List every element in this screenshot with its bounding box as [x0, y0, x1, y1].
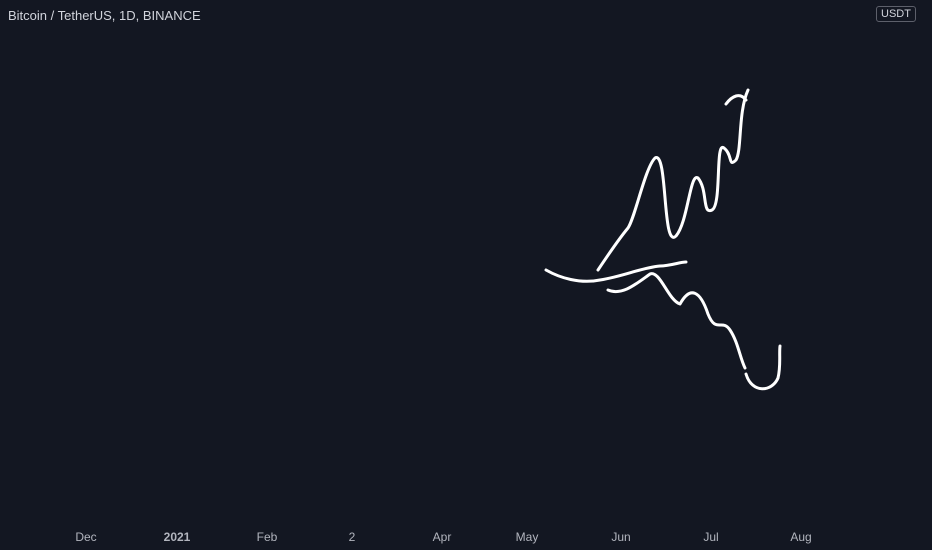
hand-drawn-path[interactable]	[606, 272, 747, 370]
scenario-drawings[interactable]	[544, 88, 782, 391]
price-axis[interactable]	[858, 0, 932, 550]
time-tick-label: Jun	[611, 530, 630, 544]
chart-title: Bitcoin / TetherUS, 1D, BINANCE	[8, 8, 201, 23]
time-tick-label: 2	[349, 530, 356, 544]
time-tick-label: Jul	[703, 530, 718, 544]
time-tick-label: Apr	[433, 530, 452, 544]
time-axis[interactable]	[0, 526, 932, 550]
hand-drawn-path[interactable]	[744, 344, 782, 391]
currency-badge[interactable]: USDT	[876, 6, 916, 22]
hand-drawn-path[interactable]	[724, 94, 748, 106]
time-tick-label: 2021	[164, 530, 191, 544]
time-tick-label: Feb	[257, 530, 278, 544]
hand-drawn-path[interactable]	[544, 260, 688, 283]
time-tick-label: Aug	[790, 530, 811, 544]
hand-drawn-path[interactable]	[596, 88, 750, 272]
time-tick-label: May	[516, 530, 539, 544]
time-tick-label: Dec	[75, 530, 96, 544]
